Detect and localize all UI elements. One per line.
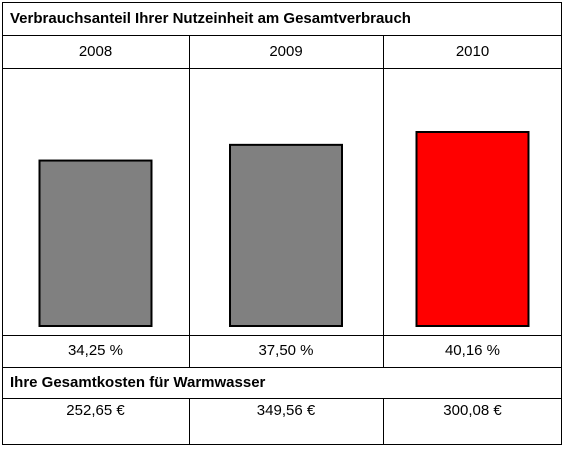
value-label: 37,50 % — [258, 342, 313, 359]
value-label: 34,25 % — [68, 342, 123, 359]
cost-value: 349,56 € — [257, 402, 316, 419]
cost-value: 300,08 € — [443, 402, 502, 419]
year-label: 2009 — [269, 43, 302, 60]
bar — [229, 143, 343, 327]
year-label: 2010 — [456, 43, 489, 60]
cost-value: 252,65 € — [66, 402, 125, 419]
value-label: 40,16 % — [445, 342, 500, 359]
frame — [2, 2, 562, 445]
bar — [38, 159, 153, 327]
year-label: 2008 — [79, 43, 112, 60]
chart-title: Verbrauchsanteil Ihrer Nutzeinheit am Ge… — [10, 10, 411, 27]
section-title: Ihre Gesamtkosten für Warmwasser — [10, 374, 266, 391]
bar — [415, 131, 530, 327]
